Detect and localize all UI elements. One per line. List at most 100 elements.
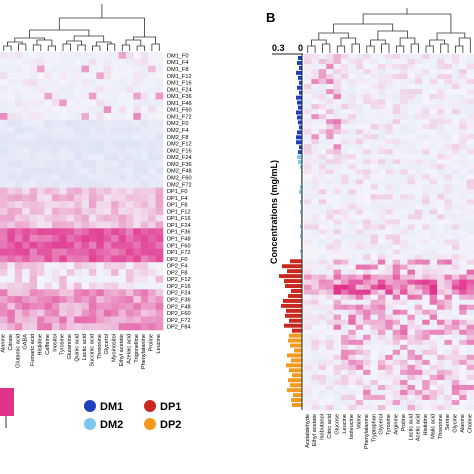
- heatmap-cell: [377, 269, 386, 275]
- heatmap-cell: [363, 124, 371, 130]
- concentration-bar: [291, 289, 302, 293]
- heatmap-cell: [333, 169, 342, 175]
- heatmap-cell: [304, 204, 312, 210]
- heatmap-cell: [14, 65, 23, 73]
- heatmap-cell: [451, 129, 460, 135]
- heatmap-cell: [133, 255, 142, 263]
- heatmap-cell: [370, 169, 379, 175]
- heatmap-cell: [333, 64, 342, 70]
- heatmap-cell: [466, 309, 474, 316]
- heatmap-cell: [125, 221, 134, 229]
- heatmap-cell: [444, 64, 453, 70]
- heatmap-cell: [118, 72, 127, 80]
- heatmap-cell: [51, 323, 60, 331]
- heatmap-cell: [311, 294, 320, 300]
- heatmap-cell: [414, 374, 423, 381]
- heatmap-cell: [88, 85, 97, 93]
- heatmap-cell: [363, 389, 371, 396]
- heatmap-cell: [29, 126, 38, 134]
- heatmap-cell: [14, 52, 23, 60]
- heatmap-cell: [96, 302, 105, 310]
- heatmap-cell: [311, 179, 320, 185]
- heatmap-cell: [37, 262, 45, 270]
- heatmap-cell: [311, 324, 320, 331]
- heatmap-cell: [400, 134, 408, 140]
- heatmap-cell: [0, 58, 8, 66]
- heatmap-cell: [74, 113, 82, 121]
- heatmap-cell: [340, 334, 349, 341]
- heatmap-cell: [422, 334, 430, 341]
- heatmap-cell: [0, 52, 8, 60]
- heatmap-cell: [400, 189, 408, 195]
- heatmap-cell: [304, 239, 312, 245]
- heatmap-cell: [59, 92, 67, 100]
- heatmap-cell: [81, 126, 90, 134]
- heatmap-cell: [333, 154, 342, 160]
- heatmap-cell: [44, 275, 53, 283]
- heatmap-cell: [377, 109, 386, 115]
- heatmap-cell: [385, 199, 393, 205]
- heatmap-cell: [437, 169, 445, 175]
- concentration-bar: [289, 368, 302, 373]
- heatmap-cell: [340, 364, 349, 371]
- heatmap-cell: [103, 146, 112, 155]
- heatmap-cell: [318, 129, 327, 135]
- heatmap-cell: [340, 399, 349, 406]
- heatmap-cell: [29, 65, 38, 73]
- heatmap-cell: [377, 274, 386, 280]
- heatmap-cell: [311, 314, 320, 321]
- heatmap-cell: [451, 74, 460, 80]
- heatmap-cell: [407, 229, 416, 235]
- heatmap-cell: [400, 349, 408, 356]
- heatmap-cell: [96, 180, 105, 188]
- concentration-bar: [289, 333, 302, 338]
- heatmap-cell: [133, 221, 142, 229]
- heatmap-cell: [311, 329, 320, 336]
- heatmap-cell: [51, 52, 60, 60]
- heatmap-cell: [96, 65, 105, 73]
- heatmap-cell: [22, 160, 30, 168]
- heatmap-cell: [133, 113, 142, 121]
- heatmap-cell: [385, 184, 393, 190]
- heatmap-cell: [370, 399, 379, 406]
- concentration-bar: [288, 338, 302, 343]
- heatmap-cell: [422, 149, 430, 155]
- heatmap-cell: [311, 299, 320, 305]
- heatmap-cell: [422, 164, 430, 170]
- heatmap-cell: [333, 204, 342, 210]
- heatmap-cell: [363, 369, 371, 376]
- heatmap-cell: [14, 316, 23, 324]
- heatmap-cell: [348, 364, 357, 371]
- heatmap-cell: [340, 299, 349, 305]
- heatmap-cell: [326, 219, 334, 225]
- heatmap-cell: [326, 309, 334, 316]
- heatmap-cell: [311, 359, 320, 366]
- heatmap-cell: [44, 255, 53, 263]
- heatmap-cell: [451, 239, 460, 245]
- heatmap-cell: [377, 334, 386, 341]
- heatmap-cell: [88, 221, 97, 229]
- heatmap-cell: [326, 349, 334, 356]
- heatmap-cell: [311, 399, 320, 406]
- heatmap-cell: [318, 239, 327, 245]
- heatmap-cell: [414, 189, 423, 195]
- heatmap-cell: [59, 201, 67, 209]
- heatmap-cell: [459, 339, 467, 346]
- heatmap-cell: [333, 94, 342, 100]
- dendrogram-branch: [377, 30, 408, 40]
- heatmap-cell: [392, 324, 401, 331]
- heatmap-cell: [422, 84, 430, 90]
- heatmap-cell: [51, 65, 60, 73]
- heatmap-cell: [333, 224, 342, 230]
- heatmap-cell: [59, 65, 67, 73]
- column-label: Isobutanol: [320, 414, 326, 440]
- heatmap-cell: [140, 207, 149, 216]
- heatmap-cell: [400, 314, 408, 321]
- heatmap-cell: [333, 284, 342, 290]
- heatmap-cell: [155, 52, 164, 60]
- heatmap-cell: [148, 248, 156, 256]
- heatmap-cell: [304, 234, 312, 240]
- heatmap-cell: [444, 194, 453, 200]
- heatmap-cell: [370, 99, 379, 105]
- heatmap-cell: [148, 228, 156, 236]
